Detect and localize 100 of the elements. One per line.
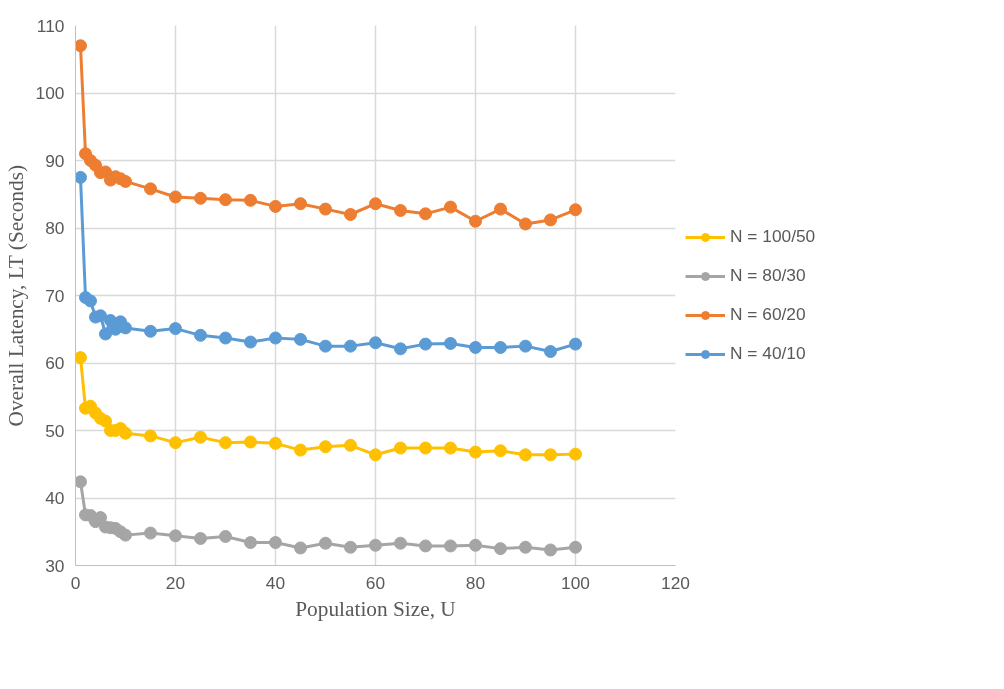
point — [194, 191, 207, 205]
point — [469, 445, 482, 459]
point — [544, 543, 557, 557]
y-tick-label: 40 — [45, 488, 65, 508]
point — [169, 529, 182, 543]
y-tick-label: 70 — [45, 285, 65, 306]
point — [394, 441, 407, 455]
y-tick-label: 30 — [45, 555, 65, 576]
x-tick-label: 100 — [561, 572, 590, 593]
point — [119, 321, 132, 335]
point — [369, 336, 382, 350]
point — [469, 340, 482, 354]
point — [569, 540, 582, 554]
legend-label: N = 100/50 — [730, 226, 816, 247]
point — [269, 536, 282, 550]
point — [544, 345, 557, 359]
x-tick-label: 80 — [465, 572, 486, 593]
point — [319, 536, 332, 550]
point — [144, 182, 157, 196]
point — [244, 435, 257, 449]
point — [99, 327, 112, 341]
point — [444, 539, 457, 553]
point — [519, 540, 532, 554]
point — [294, 443, 307, 457]
point — [294, 197, 307, 211]
y-tick-label: 50 — [45, 420, 65, 441]
point — [519, 339, 532, 353]
point — [519, 448, 532, 462]
point — [219, 193, 232, 207]
point — [144, 526, 157, 540]
y-tick-label: 80 — [45, 218, 65, 238]
point — [269, 436, 282, 450]
point — [319, 339, 332, 353]
point — [75, 475, 87, 489]
point — [144, 324, 157, 338]
point — [194, 430, 207, 444]
y-axis-title: Overall Latency, LT (Seconds) — [3, 164, 28, 427]
point — [469, 214, 482, 228]
point — [419, 207, 432, 221]
point — [194, 328, 207, 342]
x-axis-title: Population Size, U — [295, 596, 456, 621]
point — [75, 39, 87, 53]
point — [219, 331, 232, 345]
point — [344, 208, 357, 221]
point — [569, 447, 582, 461]
point — [169, 436, 182, 450]
point — [219, 436, 232, 450]
point — [369, 538, 382, 552]
point — [394, 203, 407, 217]
point — [394, 536, 407, 550]
point — [494, 340, 507, 354]
point — [169, 322, 182, 336]
legend-label: N = 80/30 — [730, 265, 806, 286]
point — [84, 294, 97, 308]
y-tick-label: 90 — [45, 150, 65, 171]
legend-label: N = 60/20 — [730, 304, 806, 325]
point — [469, 538, 482, 552]
point — [544, 448, 557, 462]
point — [119, 528, 132, 542]
point — [99, 414, 112, 428]
point — [419, 539, 432, 553]
point — [344, 540, 357, 554]
point — [494, 444, 507, 458]
point — [319, 202, 332, 216]
point — [75, 351, 87, 365]
x-tick-label: 60 — [365, 572, 386, 593]
y-tick-label: 100 — [35, 83, 65, 103]
point — [119, 174, 132, 188]
point — [269, 331, 282, 345]
x-tick-label: 20 — [165, 572, 186, 593]
point — [419, 441, 432, 455]
point — [75, 170, 87, 184]
point — [269, 199, 282, 213]
point — [244, 536, 257, 550]
point — [344, 339, 357, 353]
point — [344, 438, 357, 452]
point — [294, 541, 307, 555]
x-tick-label: 40 — [265, 572, 286, 593]
point — [294, 332, 307, 346]
point — [369, 197, 382, 211]
point — [494, 202, 507, 216]
point — [444, 200, 457, 214]
point — [494, 542, 507, 556]
x-tick-label: 120 — [661, 572, 690, 593]
point — [419, 337, 432, 351]
point — [194, 532, 207, 545]
point — [444, 441, 457, 455]
point — [94, 309, 107, 323]
point — [144, 429, 157, 443]
point — [394, 342, 407, 356]
point — [244, 335, 257, 349]
point — [244, 193, 257, 207]
y-tick-label: 60 — [45, 353, 65, 373]
point — [444, 336, 457, 350]
y-tick-label: 110 — [36, 15, 65, 36]
point — [319, 440, 332, 454]
point — [569, 203, 582, 217]
point — [169, 190, 182, 204]
point — [519, 217, 532, 231]
point — [119, 426, 132, 440]
